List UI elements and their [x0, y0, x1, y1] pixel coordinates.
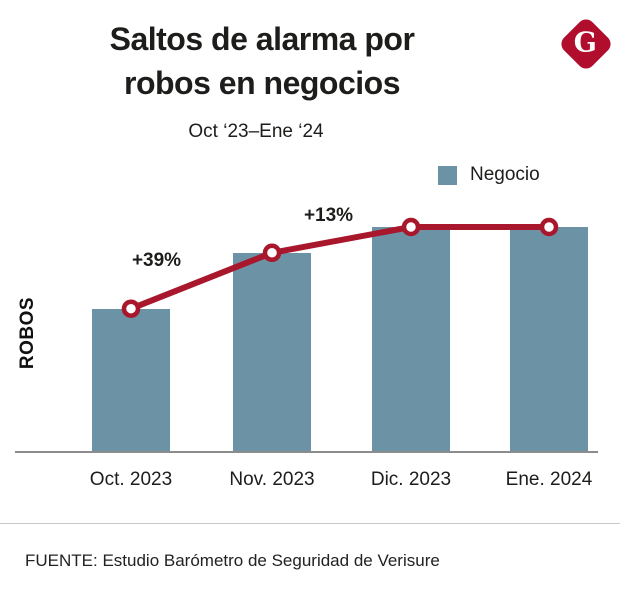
x-axis-label: Ene. 2024 — [505, 469, 593, 490]
pct-annotation: +13% — [303, 204, 354, 226]
legend-label: Negocio — [470, 164, 540, 185]
gestion-logo-icon: G — [557, 15, 615, 73]
bar-nov-2023 — [233, 252, 311, 452]
title-line-1: Saltos de alarma por — [109, 21, 415, 57]
chart-subtitle: Oct ‘23–Ene ‘24 — [188, 121, 324, 142]
footer-divider — [0, 523, 620, 524]
y-axis-label: ROBOS — [17, 296, 38, 370]
legend-swatch-negocio — [438, 165, 457, 185]
logo-letter: G — [574, 27, 598, 59]
x-axis-label: Oct. 2023 — [89, 469, 173, 490]
trend-line — [128, 224, 552, 312]
source-text: FUENTE: Estudio Barómetro de Seguridad d… — [25, 551, 440, 570]
x-axis-label: Nov. 2023 — [229, 469, 315, 490]
x-axis-label: Dic. 2023 — [370, 469, 452, 490]
legend: Negocio — [438, 164, 540, 186]
page-title: Saltos de alarma por robos en negocios — [0, 17, 524, 105]
x-axis-line — [15, 451, 598, 453]
pct-annotation: +39% — [131, 249, 182, 271]
title-line-2: robos en negocios — [124, 65, 400, 101]
bar-oct-2023 — [92, 308, 170, 452]
bar-ene-2024 — [510, 227, 588, 452]
bar-dic-2023 — [372, 227, 450, 452]
